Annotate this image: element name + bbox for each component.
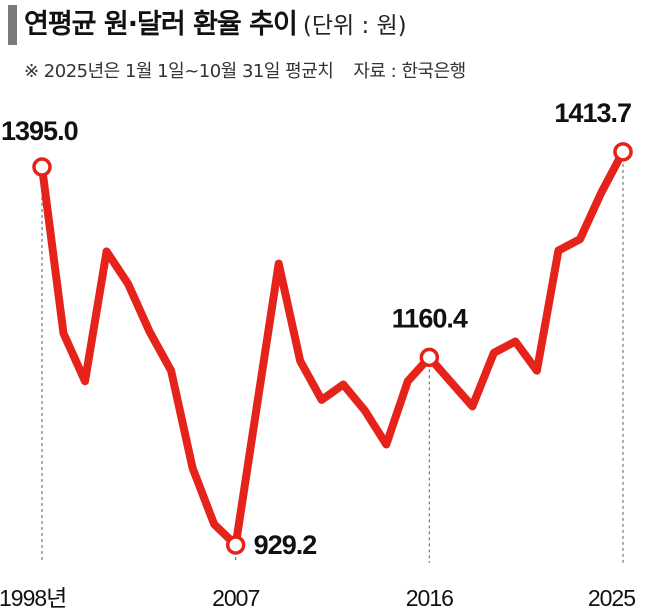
data-point-2014 xyxy=(385,444,387,446)
data-point-2018 xyxy=(471,405,473,407)
marker-2025 xyxy=(613,142,633,162)
data-point-2015 xyxy=(407,380,409,382)
data-point-2006 xyxy=(213,523,215,525)
data-point-2004 xyxy=(170,370,172,372)
data-point-2003 xyxy=(149,331,151,333)
data-point-2001 xyxy=(106,250,108,252)
data-point-2005 xyxy=(192,467,194,469)
data-point-2011 xyxy=(321,399,323,401)
data-point-2010 xyxy=(299,360,301,362)
data-point-2009 xyxy=(278,263,280,265)
x-tick-label-2025: 2025 xyxy=(588,585,635,611)
marker-1998 xyxy=(32,157,52,177)
data-point-1999 xyxy=(63,332,65,334)
unit-note: (단위 : 원) xyxy=(302,13,407,39)
title-accent-bar xyxy=(8,5,17,45)
x-tick-label-2016: 2016 xyxy=(406,585,453,611)
title-text: 연평균 원·달러 환율 추이 xyxy=(24,9,298,40)
marker-2007 xyxy=(225,535,246,555)
data-point-2024 xyxy=(600,191,602,193)
data-label-2007: 929.2 xyxy=(254,530,317,560)
data-point-2021 xyxy=(536,370,538,372)
chart-subtitle: ※ 2025년은 1월 1일~10월 31일 평균치 자료 : 한국은행 xyxy=(24,57,466,83)
data-point-2022 xyxy=(557,250,559,252)
data-label-2016: 1160.4 xyxy=(392,303,468,333)
data-point-2002 xyxy=(127,283,129,285)
marker-2016 xyxy=(419,347,440,368)
source-note: 자료 : 한국은행 xyxy=(353,61,466,82)
period-note: ※ 2025년은 1월 1일~10월 31일 평균치 xyxy=(24,61,334,82)
x-tick-label-1998: 1998년 xyxy=(0,585,66,611)
data-point-2013 xyxy=(364,409,366,411)
data-point-2017 xyxy=(450,381,452,383)
data-label-2025: 1413.7 xyxy=(554,98,631,128)
data-point-2019 xyxy=(493,352,495,354)
chart-title: 연평균 원·달러 환율 추이 (단위 : 원) xyxy=(24,2,407,41)
data-point-2012 xyxy=(342,383,344,385)
data-point-2008 xyxy=(256,403,258,405)
series-line xyxy=(38,147,627,549)
data-point-2000 xyxy=(84,380,86,382)
data-point-2023 xyxy=(579,238,581,240)
data-label-1998: 1395.0 xyxy=(1,116,78,146)
data-point-2020 xyxy=(514,340,516,342)
x-tick-label-2007: 2007 xyxy=(212,585,259,611)
